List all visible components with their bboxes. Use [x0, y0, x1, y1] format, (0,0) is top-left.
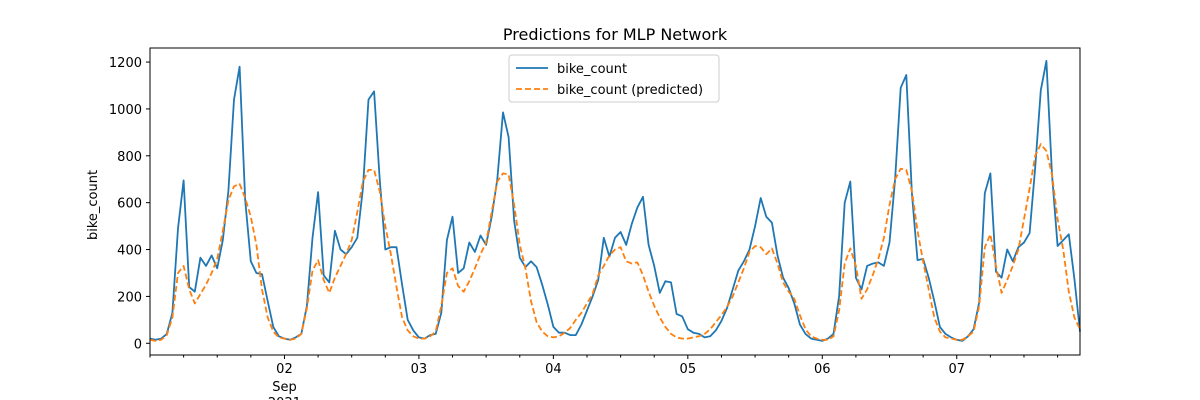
- y-axis-label: bike_count: [86, 170, 101, 240]
- y-tick-label: 400: [117, 244, 142, 259]
- x-tick-label: 02: [276, 362, 293, 377]
- series-line-predicted: [149, 143, 1081, 342]
- y-tick-label: 0: [134, 337, 142, 352]
- plot-area: [149, 60, 1081, 342]
- legend-label: bike_count: [557, 62, 627, 77]
- y-tick-label: 800: [117, 150, 142, 165]
- y-tick-label: 600: [117, 197, 142, 212]
- x-axis: 02 03 04 05 06 07 Sep2021: [149, 355, 1059, 400]
- legend-box: [508, 54, 720, 103]
- x-tick-label: 06: [814, 362, 831, 377]
- x-month-label: Sep: [272, 380, 297, 395]
- chart-title: Predictions for MLP Network: [503, 25, 728, 44]
- series-line-actual: [149, 60, 1081, 342]
- legend-label: bike_count (predicted): [557, 83, 703, 98]
- y-axis: 0 200 400 600 800 1000 1200: [109, 56, 150, 352]
- x-tick-label: 04: [545, 362, 562, 377]
- legend: bike_count bike_count (predicted): [508, 54, 720, 103]
- plot-frame: [149, 47, 1081, 356]
- y-tick-label: 1000: [109, 103, 142, 118]
- x-tick-label: 05: [680, 362, 697, 377]
- x-tick-label: 03: [411, 362, 428, 377]
- y-tick-label: 1200: [109, 56, 142, 71]
- x-tick-label: 07: [948, 362, 965, 377]
- y-tick-label: 200: [117, 290, 142, 305]
- x-year-label: 2021: [268, 396, 301, 400]
